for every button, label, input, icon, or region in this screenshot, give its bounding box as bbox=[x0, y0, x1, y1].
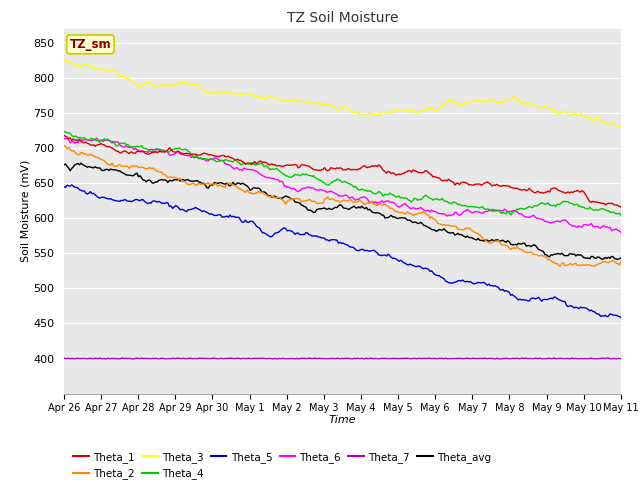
Theta_4 bbox=[228, 158, 236, 164]
Legend: Theta_1, Theta_2, Theta_3, Theta_4, Theta_5, Theta_6, Theta_7, Theta_avg: Theta_1, Theta_2, Theta_3, Theta_4, Thet… bbox=[69, 448, 495, 480]
Theta_7 bbox=[550, 355, 558, 361]
Line: Theta_3: Theta_3 bbox=[64, 60, 621, 127]
Theta_3 bbox=[60, 58, 68, 63]
Theta_avg bbox=[617, 255, 625, 261]
Theta_6 bbox=[60, 136, 68, 142]
Theta_7 bbox=[617, 356, 625, 361]
Theta_3 bbox=[130, 80, 138, 85]
Theta_4 bbox=[305, 172, 313, 178]
Theta_6 bbox=[93, 135, 100, 141]
Theta_avg bbox=[60, 162, 68, 168]
Theta_avg bbox=[130, 173, 138, 179]
Theta_7 bbox=[244, 355, 252, 361]
Theta_4 bbox=[246, 161, 254, 167]
Theta_7 bbox=[303, 356, 311, 361]
Theta_1 bbox=[226, 155, 234, 160]
Theta_6 bbox=[617, 229, 625, 235]
Theta_3 bbox=[246, 91, 254, 97]
Line: Theta_1: Theta_1 bbox=[64, 135, 621, 207]
Theta_4 bbox=[617, 212, 625, 218]
Theta_1 bbox=[617, 204, 625, 210]
Theta_3 bbox=[305, 100, 313, 106]
Theta_3 bbox=[255, 94, 263, 100]
Theta_7 bbox=[254, 356, 262, 361]
Theta_4 bbox=[60, 129, 68, 135]
Theta_2 bbox=[254, 189, 262, 195]
Theta_1 bbox=[244, 160, 252, 166]
Theta_6 bbox=[228, 164, 236, 169]
Theta_2 bbox=[588, 263, 595, 269]
Theta_5 bbox=[588, 307, 595, 313]
Theta_4 bbox=[130, 144, 138, 149]
Theta_6 bbox=[255, 171, 263, 177]
Y-axis label: Soil Moisture (mV): Soil Moisture (mV) bbox=[20, 160, 30, 263]
Theta_4 bbox=[255, 161, 263, 167]
Theta_3 bbox=[228, 90, 236, 96]
Line: Theta_6: Theta_6 bbox=[64, 138, 621, 232]
Title: TZ Soil Moisture: TZ Soil Moisture bbox=[287, 11, 398, 25]
Theta_5 bbox=[305, 232, 313, 238]
Theta_avg bbox=[77, 160, 85, 166]
Theta_avg bbox=[255, 186, 263, 192]
Theta_2 bbox=[129, 163, 136, 168]
Line: Theta_2: Theta_2 bbox=[64, 146, 621, 266]
Theta_1 bbox=[303, 163, 311, 169]
Theta_6 bbox=[588, 221, 595, 227]
Theta_4 bbox=[61, 129, 69, 134]
Theta_3 bbox=[61, 57, 69, 63]
Line: Theta_7: Theta_7 bbox=[64, 358, 621, 359]
Theta_avg bbox=[588, 253, 595, 259]
Theta_7 bbox=[589, 356, 596, 361]
Theta_5 bbox=[255, 225, 263, 231]
Theta_1 bbox=[60, 132, 68, 138]
Theta_1 bbox=[129, 149, 136, 155]
Theta_2 bbox=[226, 180, 234, 186]
Theta_1 bbox=[586, 199, 594, 204]
Theta_6 bbox=[305, 184, 313, 190]
Theta_7 bbox=[60, 355, 68, 361]
Line: Theta_4: Theta_4 bbox=[64, 132, 621, 215]
Theta_4 bbox=[588, 206, 595, 212]
Theta_5 bbox=[617, 314, 625, 320]
Theta_5 bbox=[130, 198, 138, 204]
Theta_5 bbox=[60, 184, 68, 190]
Theta_5 bbox=[246, 218, 254, 224]
Theta_7 bbox=[226, 356, 234, 361]
Theta_2 bbox=[244, 189, 252, 195]
Theta_avg bbox=[246, 188, 254, 193]
Theta_7 bbox=[129, 356, 136, 362]
Theta_7 bbox=[492, 356, 499, 362]
Theta_2 bbox=[60, 143, 68, 149]
Theta_avg bbox=[305, 207, 313, 213]
Theta_3 bbox=[588, 116, 595, 121]
Theta_5 bbox=[68, 182, 76, 188]
Theta_2 bbox=[303, 198, 311, 204]
Theta_2 bbox=[617, 260, 625, 265]
Line: Theta_5: Theta_5 bbox=[64, 185, 621, 317]
Theta_3 bbox=[617, 124, 625, 130]
Theta_avg bbox=[228, 182, 236, 188]
Theta_1 bbox=[254, 160, 262, 166]
Theta_2 bbox=[556, 263, 564, 269]
Theta_6 bbox=[246, 167, 254, 172]
Theta_6 bbox=[130, 146, 138, 152]
Theta_avg bbox=[614, 256, 621, 262]
X-axis label: Time: Time bbox=[328, 415, 356, 425]
Theta_3 bbox=[616, 124, 623, 130]
Line: Theta_avg: Theta_avg bbox=[64, 163, 621, 259]
Text: TZ_sm: TZ_sm bbox=[70, 38, 111, 51]
Theta_5 bbox=[228, 214, 236, 220]
